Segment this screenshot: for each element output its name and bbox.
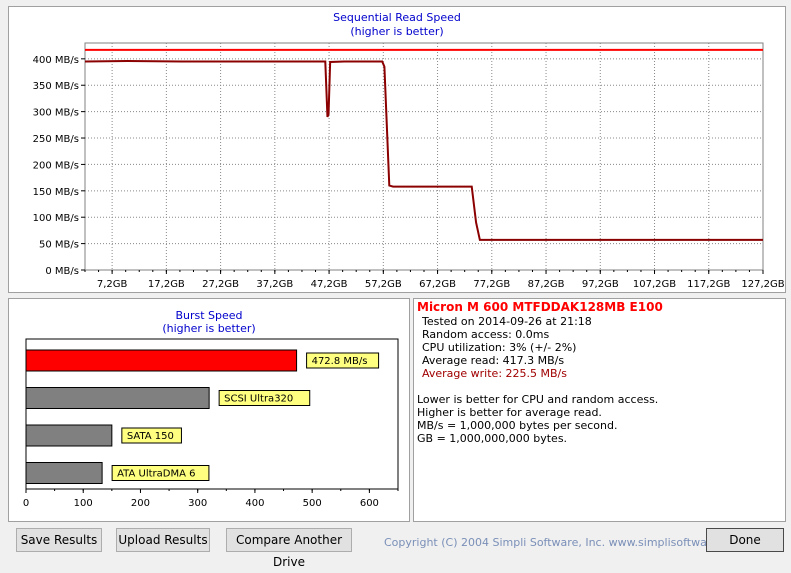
burst-chart-title: Burst Speed bbox=[175, 309, 243, 322]
drive-name: Micron M 600 MTFDDAK128MB E100 bbox=[417, 300, 663, 314]
burst-bar-label: SCSI Ultra320 bbox=[224, 394, 293, 405]
seq-x-tick-label: 87,2GB bbox=[528, 279, 565, 290]
done-label: Done bbox=[729, 533, 761, 547]
tested-on: Tested on 2014-09-26 at 21:18 bbox=[422, 315, 592, 328]
seq-y-tick-label: 350 MB/s bbox=[33, 81, 79, 92]
burst-bar-label: ATA UltraDMA 6 bbox=[117, 469, 195, 480]
seq-x-tick-label: 117,2GB bbox=[687, 279, 730, 290]
burst-label-box bbox=[306, 352, 380, 369]
burst-x-tick-label: 300 bbox=[188, 498, 207, 509]
burst-bar bbox=[25, 424, 113, 447]
seq-y-tick-label: 150 MB/s bbox=[33, 187, 79, 198]
seq-x-tick-label: 127,2GB bbox=[741, 279, 784, 290]
seq-x-tick-label: 47,2GB bbox=[311, 279, 348, 290]
burst-speed-panel: Burst Speed (higher is better) 0 100 200 30… bbox=[8, 298, 410, 522]
seq-y-tick-label: 300 MB/s bbox=[33, 108, 79, 119]
burst-label-box bbox=[111, 465, 210, 481]
average-read: Average read: 417.3 MB/s bbox=[422, 354, 565, 367]
seq-y-tick-label: 50 MB/s bbox=[39, 240, 79, 251]
random-access: Random access: 0.0ms bbox=[422, 328, 550, 341]
save-results-button[interactable]: Save Results bbox=[16, 528, 102, 552]
seq-plot-area bbox=[84, 42, 764, 271]
burst-bar bbox=[25, 349, 298, 372]
note-mbs: MB/s = 1,000,000 bytes per second. bbox=[417, 419, 618, 432]
burst-chart: 0 100 200 300 400 500 600 472.8 MB/s SCSI Ultra3… bbox=[23, 338, 399, 509]
seq-x-tick-label: 107,2GB bbox=[633, 279, 676, 290]
burst-x-tick-label: 400 bbox=[245, 498, 264, 509]
burst-bar bbox=[25, 387, 210, 409]
cpu-utilization: CPU utilization: 3% (+/- 2%) bbox=[422, 341, 577, 354]
seq-series-line-dark bbox=[84, 59, 763, 241]
seq-y-tick-label: 200 MB/s bbox=[33, 160, 79, 171]
note-gb: GB = 1,000,000,000 bytes. bbox=[417, 432, 568, 445]
burst-bar-label: SATA 150 bbox=[127, 431, 174, 442]
seq-x-tick-label: 97,2GB bbox=[582, 279, 619, 290]
burst-x-tick-label: 100 bbox=[74, 498, 93, 509]
burst-x-tick-label: 0 bbox=[23, 498, 29, 509]
sequential-read-panel: Sequential Read Speed (higher is better)… bbox=[8, 6, 786, 293]
burst-chart-subtitle: (higher is better) bbox=[162, 322, 256, 335]
seq-x-tick-label: 77,2GB bbox=[473, 279, 510, 290]
burst-x-tick-label: 500 bbox=[303, 498, 322, 509]
seq-chart-title: Sequential Read Speed bbox=[333, 11, 461, 24]
seq-y-tick-label: 100 MB/s bbox=[33, 213, 79, 224]
seq-chart-subtitle: (higher is better) bbox=[350, 25, 444, 38]
burst-label-box bbox=[218, 390, 311, 406]
average-write: Average write: 225.5 MB/s bbox=[422, 367, 567, 380]
drive-info-panel: Micron M 600 MTFDDAK128MB E100 Tested on… bbox=[413, 298, 786, 522]
seq-x-tick-label: 37,2GB bbox=[256, 279, 293, 290]
upload-results-button[interactable]: Upload Results bbox=[116, 528, 210, 552]
seq-x-tick-label: 17,2GB bbox=[148, 279, 185, 290]
burst-x-tick-label: 200 bbox=[131, 498, 150, 509]
seq-y-tick-label: 400 MB/s bbox=[33, 55, 79, 66]
seq-chart: 0 MB/s 50 MB/s 100 MB/s 150 MB/s 200 MB/s 250… bbox=[33, 42, 785, 290]
burst-bar bbox=[25, 462, 103, 484]
save-results-label: Save Results bbox=[20, 533, 98, 547]
compare-drive-button[interactable]: Compare Another Drive bbox=[226, 528, 352, 569]
done-button[interactable]: Done bbox=[706, 528, 784, 552]
copyright-text: Copyright (C) 2004 Simpli Software, Inc.… bbox=[384, 536, 745, 549]
upload-results-label: Upload Results bbox=[118, 533, 208, 547]
burst-x-tick-label: 600 bbox=[360, 498, 379, 509]
burst-label-box bbox=[121, 427, 182, 444]
seq-y-tick-label: 250 MB/s bbox=[33, 134, 79, 145]
seq-y-tick-label: 0 MB/s bbox=[45, 266, 79, 277]
note-read: Higher is better for average read. bbox=[417, 406, 602, 419]
note-cpu: Lower is better for CPU and random acces… bbox=[417, 393, 659, 406]
seq-x-tick-label: 7,2GB bbox=[97, 279, 128, 290]
seq-x-tick-label: 57,2GB bbox=[365, 279, 402, 290]
seq-x-tick-label: 67,2GB bbox=[419, 279, 456, 290]
burst-bar-label: 472.8 MB/s bbox=[312, 356, 368, 367]
seq-x-tick-label: 27,2GB bbox=[202, 279, 239, 290]
compare-drive-label: Compare Another Drive bbox=[235, 533, 343, 569]
